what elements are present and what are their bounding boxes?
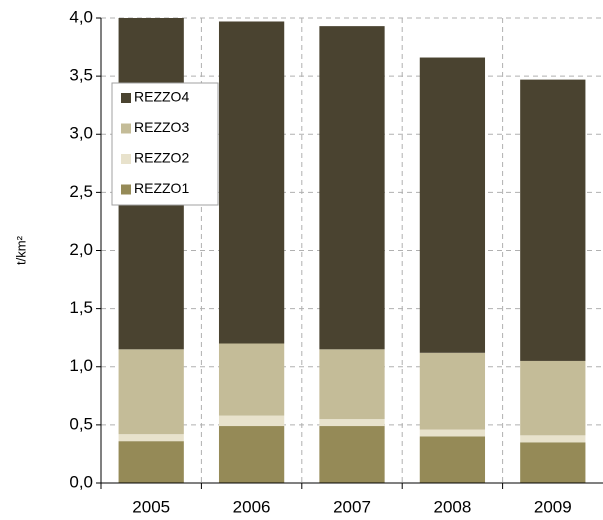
legend-swatch xyxy=(121,93,131,103)
y-tick-label: 0,5 xyxy=(69,414,93,433)
x-tick-label: 2008 xyxy=(433,497,471,516)
bar-segment xyxy=(520,360,586,436)
y-tick-label: 4,0 xyxy=(69,7,93,26)
bar-segment xyxy=(419,57,486,353)
legend-swatch xyxy=(121,184,131,195)
bar-segment xyxy=(218,415,285,427)
legend-swatch xyxy=(121,154,131,164)
bar-segment xyxy=(118,349,184,435)
y-tick-label: 1,5 xyxy=(69,298,93,317)
legend-label: REZZO2 xyxy=(134,150,189,166)
bar-segment xyxy=(118,441,184,483)
y-tick-label: 2,0 xyxy=(69,240,93,259)
y-tick-label: 3,0 xyxy=(69,124,93,143)
x-tick-label: 2005 xyxy=(132,497,170,516)
bar-segment xyxy=(520,442,586,483)
legend-label: REZZO4 xyxy=(134,89,189,105)
y-tick-label: 0,0 xyxy=(69,472,93,491)
bar-segment xyxy=(419,429,486,437)
x-tick-label: 2007 xyxy=(333,497,371,516)
bar-segment xyxy=(520,79,586,361)
bar-segment xyxy=(218,426,285,483)
x-tick-label: 2006 xyxy=(233,497,271,516)
y-tick-label: 3,5 xyxy=(69,66,93,85)
bar-segment xyxy=(520,435,586,443)
bar-segment xyxy=(218,343,285,416)
y-axis-label: t/km² xyxy=(13,235,28,265)
bar-segment xyxy=(319,419,385,427)
legend-label: REZZO1 xyxy=(134,180,189,196)
bar-segment xyxy=(218,21,285,344)
bar-segment xyxy=(419,436,486,483)
bar-segment xyxy=(419,352,486,430)
y-tick-label: 1,0 xyxy=(69,356,93,375)
bar-segment xyxy=(319,349,385,420)
x-tick-label: 2009 xyxy=(534,497,572,516)
bar-segment xyxy=(118,434,184,442)
y-tick-label: 2,5 xyxy=(69,182,93,201)
legend-swatch xyxy=(121,123,131,134)
bar-segment xyxy=(319,26,385,350)
bar-segment xyxy=(319,426,385,483)
legend-label: REZZO3 xyxy=(134,119,189,135)
